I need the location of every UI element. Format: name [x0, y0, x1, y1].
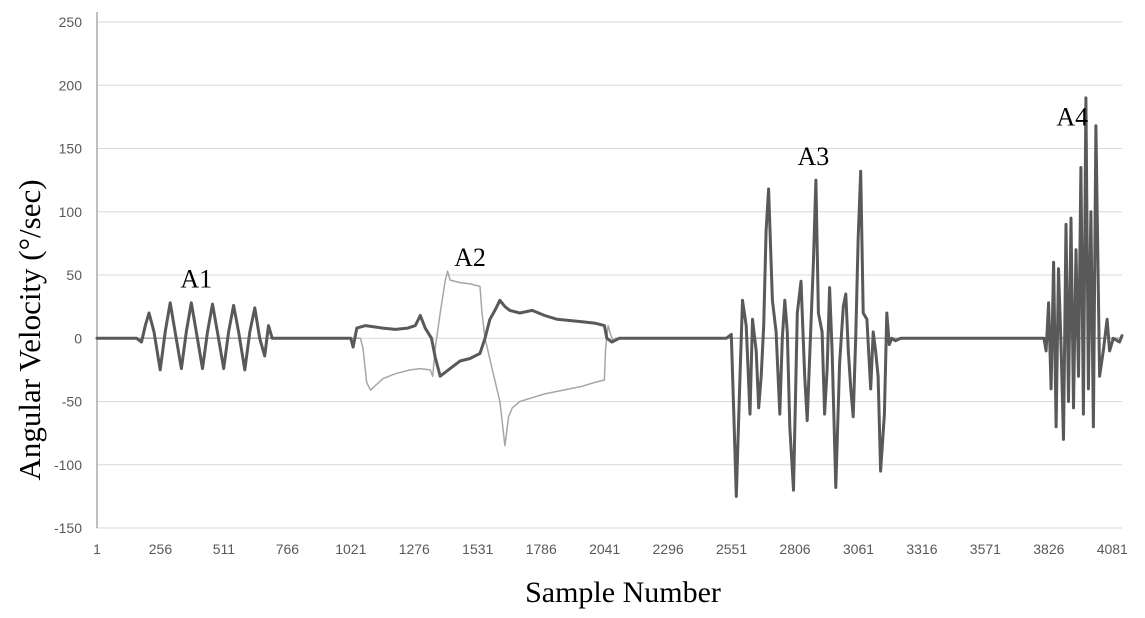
y-tick-label: -50: [62, 394, 82, 410]
x-tick-label: 1531: [462, 541, 493, 557]
x-tick-label: 3571: [970, 541, 1001, 557]
series-layer: [95, 96, 1124, 498]
y-tick-label: 50: [66, 267, 82, 283]
x-tick-label: 2296: [653, 541, 684, 557]
y-tick-label: 250: [59, 14, 83, 30]
x-tick-label: 1: [93, 541, 101, 557]
x-tick-label: 3316: [906, 541, 937, 557]
x-tick-label: 2551: [716, 541, 747, 557]
x-tick-label: 2041: [589, 541, 620, 557]
y-tick-label: 200: [59, 77, 83, 93]
x-tick-label: 766: [276, 541, 300, 557]
y-tick-label: -150: [54, 520, 82, 536]
x-tick-label: 3061: [843, 541, 874, 557]
y-tick-label: 100: [59, 204, 83, 220]
annotation-label: A2: [454, 243, 486, 272]
y-axis-title: Angular Velocity (°/sec): [12, 179, 47, 480]
x-tick-label: 2806: [779, 541, 810, 557]
x-tick-label: 1021: [335, 541, 366, 557]
grid-layer: [97, 21, 1122, 529]
x-tick-label: 1276: [399, 541, 430, 557]
series-line-2: [95, 96, 1124, 498]
annotation-label: A3: [798, 142, 830, 171]
x-tick-label: 3826: [1033, 541, 1064, 557]
y-tick-label: -100: [54, 457, 82, 473]
x-tick-label: 1786: [526, 541, 557, 557]
y-tick-label: 150: [59, 141, 83, 157]
x-axis-title: Sample Number: [525, 576, 721, 609]
annotation-label: A4: [1056, 103, 1088, 132]
series-line-1: [96, 270, 1123, 447]
annotation-label: A1: [180, 265, 212, 294]
y-tick-label: 0: [74, 330, 82, 346]
label-layer: -150 -100 -50 0 50 100 150 200 250 1 256 511 766 1021…: [54, 14, 1128, 557]
x-tick-label: 511: [213, 541, 236, 557]
x-tick-label: 256: [149, 541, 173, 557]
x-tick-label: 4081: [1097, 541, 1128, 557]
